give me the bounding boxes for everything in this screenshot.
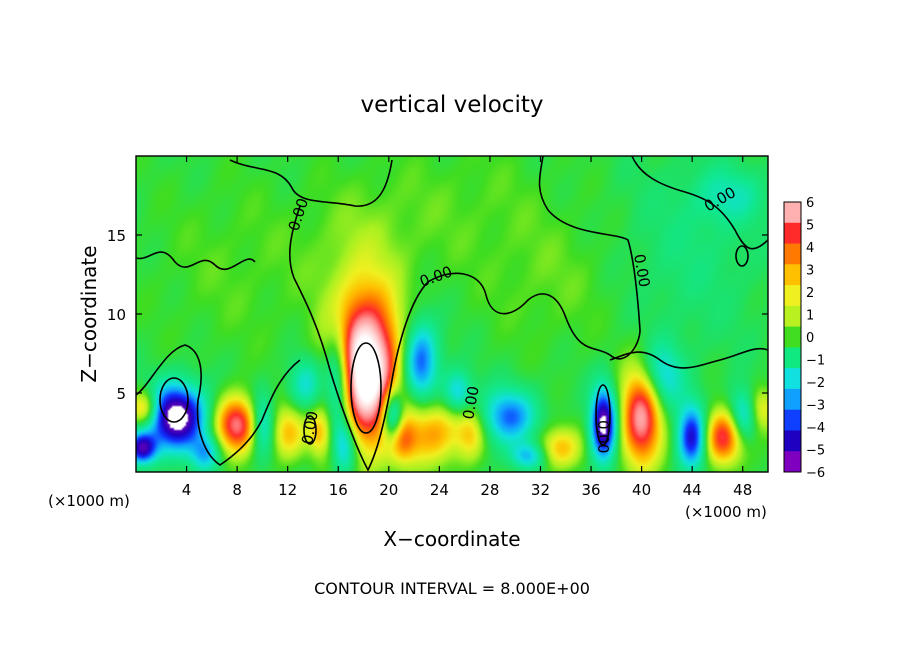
x-tick-label: 28 [480,481,499,499]
x-tick-label: 32 [531,481,550,499]
zero-contour-core [288,155,641,472]
velocity-field [136,156,768,472]
colorbar-swatch [784,326,801,348]
colorbar-tick-label: −6 [806,466,825,481]
colorbar-swatch [784,243,801,265]
x-tick-label: 48 [733,481,752,499]
zero-contour-loop-a [159,377,189,423]
zero-contour-upper [229,159,393,207]
colorbar-swatch [784,430,801,452]
y-axis: 5 10 15 [107,227,768,403]
colorbar-tick-label: −3 [806,399,825,414]
colorbar-swatch [784,347,801,369]
zero-contours [135,155,769,472]
colorbar-tick-label: −1 [806,354,825,369]
x-tick-label: 24 [430,481,449,499]
x-tick-label: 4 [182,481,192,499]
x-tick-label: 20 [379,481,398,499]
colorbar-tick-label: 4 [806,241,814,256]
y-tick-label: 5 [116,385,126,403]
colorbar-tick-label: 5 [806,219,814,234]
colorbar-swatch [784,305,801,328]
colorbar-tick-label: −2 [806,376,825,391]
colorbar: 6 5 4 3 2 1 0 −1 −2 −3 −4 −5 −6 [783,196,825,481]
contour-interval-note: CONTOUR INTERVAL = 8.000E+00 [314,579,590,598]
colorbar-swatch [784,409,801,431]
x-tick-label: 16 [329,481,348,499]
colorbar-swatch [784,202,801,224]
colorbar-swatch [784,264,801,286]
plot-area: 0.00 0.00 0.00 0.00 0.00 0.00 0.00 [135,155,769,473]
colorbar-tick-label: 3 [806,264,814,279]
zero-contour-loop-c [595,384,611,446]
contour-label: 0.00 [594,420,612,453]
colorbar-swatch [784,285,801,307]
x-axis: 4 8 12 16 20 24 28 32 36 40 44 48 [182,156,752,499]
zero-contour-loop-e [303,415,317,445]
colorbar-swatch [784,388,801,411]
colorbar-tick-label: 6 [806,196,814,211]
colorbar-tick-label: −5 [806,444,825,459]
colorbar-swatch [784,451,801,473]
zero-contour-low-left [135,344,301,466]
contour-label: 0.00 [459,385,483,421]
colorbar-tick-label: −4 [806,421,825,436]
x-tick-label: 12 [278,481,297,499]
y-axis-label: Z−coordinate [77,245,101,382]
zero-contour-right [631,155,769,250]
x-tick-label: 36 [581,481,600,499]
colorbar-swatch [784,222,801,245]
colorbar-tick-label: 1 [806,309,814,324]
colorbar-tick-label: 2 [806,286,814,301]
zero-contour-left [135,251,256,271]
contour-label: 0.00 [298,410,322,446]
y-tick-label: 15 [107,227,126,245]
x-unit-right: (×1000 m) [685,503,767,521]
colorbar-tick-label: 0 [806,331,814,346]
x-tick-label: 44 [683,481,702,499]
zero-contour-loop-d [735,245,749,267]
chart-title: vertical velocity [361,92,544,118]
x-tick-label: 8 [232,481,242,499]
zero-contour-loop-b [350,342,382,434]
x-unit-left: (×1000 m) [48,492,130,510]
zero-contour-low-right [609,347,769,369]
x-tick-label: 40 [632,481,651,499]
y-tick-label: 10 [107,306,126,324]
contour-label: 0.00 [630,253,654,289]
colorbar-frame [783,201,802,473]
colorbar-swatch [784,368,801,390]
x-axis-label: X−coordinate [383,527,520,551]
